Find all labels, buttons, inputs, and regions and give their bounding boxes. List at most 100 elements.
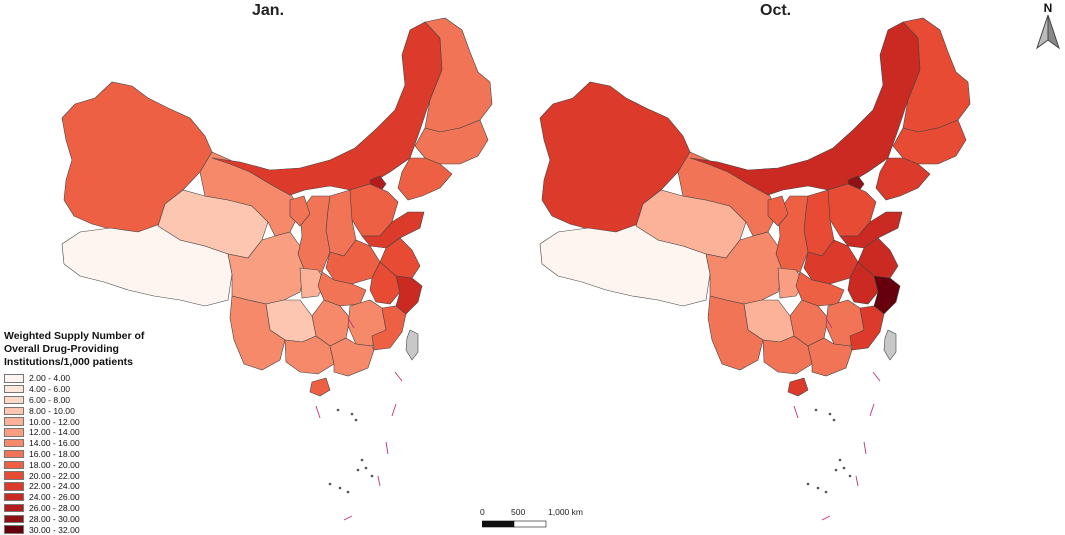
legend-item: 14.00 - 16.00: [4, 438, 174, 449]
region-ningxia: [289, 195, 311, 227]
legend-title: Weighted Supply Number of Overall Drug-P…: [4, 330, 145, 368]
legend-item: 10.00 - 12.00: [4, 416, 174, 427]
region-ningxia: [767, 195, 789, 227]
north-arrow-icon: N: [1034, 0, 1062, 52]
island-marker: [336, 408, 340, 412]
region-tibet: [61, 223, 233, 307]
legend-item: 6.00 - 8.00: [4, 395, 174, 406]
map-panel-jan: [61, 17, 493, 521]
island-marker: [360, 458, 364, 462]
island-marker: [842, 466, 846, 470]
boundary-dash: [391, 403, 397, 417]
region-liaoning: [875, 157, 931, 201]
legend-label: 12.00 - 14.00: [29, 427, 80, 438]
island-marker: [370, 474, 374, 478]
legend-swatch: [4, 492, 24, 502]
legend-label: 6.00 - 8.00: [29, 394, 71, 405]
legend-item: 22.00 - 24.00: [4, 481, 174, 492]
legend-swatch: [4, 395, 24, 405]
region-shandong: [361, 211, 425, 249]
island-marker: [848, 474, 852, 478]
legend-swatch: [4, 514, 24, 523]
region-guangdong: [329, 337, 375, 377]
panel-title-oct: Oct.: [760, 2, 792, 19]
legend-item: 2.00 - 4.00: [4, 373, 174, 384]
island-marker: [838, 458, 842, 462]
region-hainan: [309, 377, 331, 397]
legend-items: 2.00 - 4.00 4.00 - 6.00 6.00 - 8.00 8.00 - …: [4, 373, 174, 535]
boundary-dash: [869, 403, 875, 417]
legend: Weighted Supply Number of Overall Drug-P…: [4, 330, 174, 535]
legend-label: 2.00 - 4.00: [29, 373, 71, 384]
scale-bar-graphic: [482, 520, 547, 528]
island-marker: [356, 468, 360, 472]
region-fujian: [371, 305, 407, 351]
legend-swatch: [4, 482, 24, 491]
legend-item: 16.00 - 18.00: [4, 449, 174, 460]
island-marker: [814, 408, 818, 412]
region-jilin: [414, 119, 489, 165]
island-marker: [832, 418, 836, 422]
boundary-dash: [315, 405, 321, 419]
legend-swatch: [4, 374, 24, 383]
map-panel-oct: [539, 17, 971, 521]
legend-item: 30.00 - 32.00: [4, 524, 174, 535]
island-marker: [828, 412, 832, 416]
boundary-dash: [343, 515, 353, 521]
legend-swatch: [4, 406, 24, 416]
island-marker: [816, 486, 820, 490]
legend-swatch: [4, 503, 24, 513]
region-yunnan: [707, 295, 764, 371]
legend-item: 4.00 - 6.00: [4, 384, 174, 395]
region-jilin: [892, 119, 967, 165]
legend-item: 8.00 - 10.00: [4, 405, 174, 416]
legend-swatch: [4, 449, 24, 459]
boundary-dash: [855, 475, 859, 487]
region-fujian: [849, 305, 885, 351]
legend-label: 28.00 - 30.00: [29, 513, 80, 524]
legend-label: 18.00 - 20.00: [29, 459, 80, 470]
legend-label: 16.00 - 18.00: [29, 448, 80, 459]
legend-swatch: [4, 417, 24, 426]
region-taiwan: [883, 329, 897, 361]
legend-swatch: [4, 384, 24, 394]
island-marker: [350, 412, 354, 416]
island-marker: [346, 490, 350, 494]
legend-label: 26.00 - 28.00: [29, 502, 80, 513]
island-marker: [364, 466, 368, 470]
north-arrow-label: N: [1044, 1, 1053, 15]
scale-bar: 0 500 1,000 km: [480, 507, 600, 531]
legend-label: 4.00 - 6.00: [29, 384, 71, 395]
legend-label: 8.00 - 10.00: [29, 405, 75, 416]
region-guangdong: [807, 337, 853, 377]
island-marker: [834, 468, 838, 472]
region-hainan: [787, 377, 809, 397]
legend-item: 18.00 - 20.00: [4, 459, 174, 470]
legend-label: 20.00 - 22.00: [29, 470, 80, 481]
boundary-dash: [863, 441, 867, 455]
legend-item: 28.00 - 30.00: [4, 513, 174, 524]
boundary-dash: [377, 475, 381, 487]
legend-label: 30.00 - 32.00: [29, 524, 80, 535]
legend-swatch: [4, 460, 24, 470]
region-zhejiang: [873, 275, 901, 315]
legend-label: 14.00 - 16.00: [29, 438, 80, 449]
boundary-dash: [872, 371, 881, 382]
region-taiwan: [405, 329, 419, 361]
legend-swatch: [4, 471, 24, 480]
legend-label: 24.00 - 26.00: [29, 492, 80, 503]
region-tibet: [539, 223, 711, 307]
region-zhejiang: [395, 275, 423, 315]
region-anhui: [369, 261, 401, 305]
panel-title-jan: Jan.: [252, 2, 285, 19]
island-marker: [328, 482, 332, 486]
scale-tick-1000: 1,000 km: [548, 507, 583, 517]
legend-item: 24.00 - 26.00: [4, 492, 174, 503]
island-marker: [338, 486, 342, 490]
region-liaoning: [397, 157, 453, 201]
boundary-dash: [821, 515, 831, 521]
legend-item: 12.00 - 14.00: [4, 427, 174, 438]
legend-item: 20.00 - 22.00: [4, 470, 174, 481]
island-marker: [354, 418, 358, 422]
